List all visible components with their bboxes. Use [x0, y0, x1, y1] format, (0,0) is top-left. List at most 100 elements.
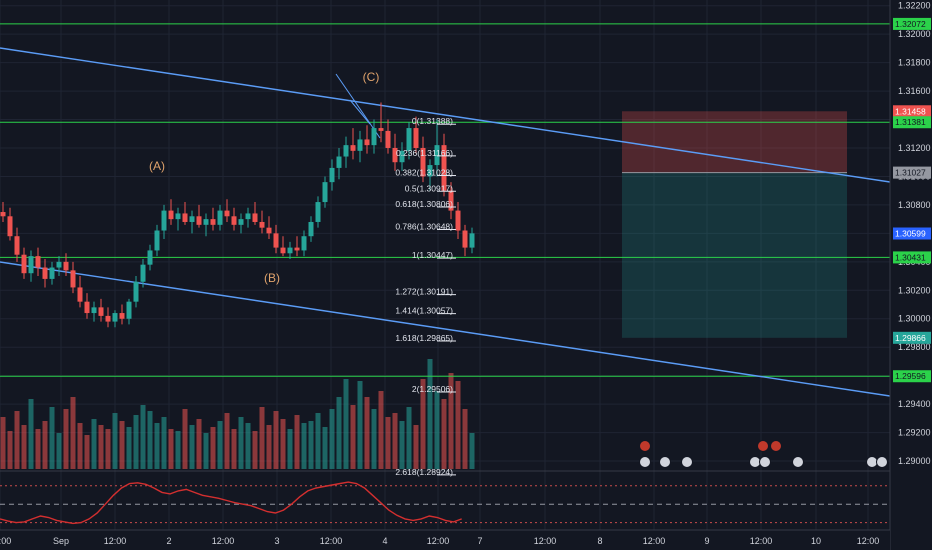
event-flag-icon[interactable]: [681, 456, 693, 468]
candle-body: [252, 213, 258, 222]
time-tick-label: 4: [382, 536, 387, 546]
candle-body: [28, 256, 34, 274]
price-tick-label: 1.30000: [898, 314, 931, 324]
time-tick-label: 12:00: [534, 536, 557, 546]
event-flag-icon[interactable]: [759, 456, 771, 468]
candle-body: [287, 247, 293, 254]
candle-body: [154, 230, 160, 251]
event-flag-icon[interactable]: [866, 456, 878, 468]
price-tag-label: 1.29596: [895, 371, 926, 381]
candle-body: [105, 315, 111, 322]
volume-bar: [182, 409, 188, 469]
volume-bar: [161, 417, 167, 469]
event-flag-icon[interactable]: [770, 440, 782, 452]
wave-label: (C): [363, 70, 380, 84]
volume-bar: [91, 419, 97, 469]
oscillator-line: [0, 481, 462, 525]
fibonacci-extension[interactable]: 0(1.31388) 0.236(1.31166) 0.382(1.31028) 0.…: [395, 116, 456, 477]
event-flag-icon[interactable]: [757, 440, 769, 452]
candle-body: [364, 139, 370, 146]
volume-bars: [0, 359, 475, 469]
price-tag: [893, 166, 931, 179]
target-zone[interactable]: [622, 172, 847, 338]
candle-body: [329, 167, 335, 183]
channel-lower-line[interactable]: [0, 261, 891, 397]
fib-level-label: 0.618(1.30806): [395, 199, 453, 209]
candle-body: [434, 145, 440, 166]
price-tag: [893, 105, 931, 118]
volume-bar: [413, 425, 419, 469]
volume-bar: [399, 421, 405, 469]
candle-body: [0, 212, 6, 217]
candle-body: [175, 213, 181, 220]
candle-body: [70, 270, 76, 288]
time-tick-label: 12:00: [212, 536, 235, 546]
price-tick-label: 1.32200: [898, 1, 931, 11]
candle-body: [343, 145, 349, 157]
candle-body: [14, 236, 20, 255]
candle-body: [35, 256, 41, 268]
volume-bar: [210, 427, 216, 469]
position-tool[interactable]: [622, 111, 847, 338]
candle-body: [98, 307, 104, 316]
candle-body: [441, 145, 447, 191]
event-flag-icon[interactable]: [876, 456, 888, 468]
volume-bar: [168, 429, 174, 469]
volume-bar: [441, 399, 447, 469]
channel-upper-line[interactable]: [0, 47, 891, 183]
time-tick-label: Sep: [53, 536, 69, 546]
volume-bar: [385, 417, 391, 469]
volume-bar: [0, 417, 6, 469]
fib-level-label: 1.414(1.30057): [395, 306, 453, 316]
volume-bar: [406, 407, 412, 469]
time-axis-bg: [0, 530, 890, 550]
candle-body: [294, 247, 300, 251]
volume-bar: [231, 429, 237, 469]
wave-c-line-inner[interactable]: [349, 99, 371, 125]
volume-bar: [252, 431, 258, 469]
volume-bar: [35, 429, 41, 469]
candle-body: [469, 233, 475, 248]
time-tick-label: 12:00: [750, 536, 773, 546]
candle-body: [350, 145, 356, 151]
volume-bar: [98, 425, 104, 469]
candle-body: [259, 221, 265, 228]
candle-body: [126, 301, 132, 319]
candle-body: [49, 267, 55, 279]
candle-body: [7, 216, 13, 237]
price-axis[interactable]: 1.322001.320001.318001.316001.314001.312…: [889, 0, 932, 550]
candle-body: [217, 210, 223, 225]
volume-bar: [238, 417, 244, 469]
event-flag-icon[interactable]: [659, 456, 671, 468]
wave-c-line[interactable]: [335, 73, 381, 139]
stop-zone[interactable]: [622, 111, 847, 173]
volume-bar: [322, 427, 328, 469]
price-tag-label: 1.32072: [895, 19, 926, 29]
event-flag-icon[interactable]: [792, 456, 804, 468]
time-tick-label: 9: [704, 536, 709, 546]
candle-body: [427, 165, 433, 177]
fib-level-label: 0.382(1.31028): [395, 167, 453, 177]
volume-bar: [371, 409, 377, 469]
time-axis[interactable]: 12:00 Sep 12:00 2 12:00 3 12:00 4 12:00 7 12:00 8 12…: [0, 529, 890, 550]
event-flag-icon[interactable]: [639, 456, 651, 468]
price-tick-label: 1.29000: [898, 456, 931, 466]
price-tag-label: 1.31381: [895, 117, 926, 127]
candle-body: [413, 128, 419, 148]
time-tick-label: 12:00: [0, 536, 11, 546]
economic-events[interactable]: [639, 440, 888, 468]
volume-bar: [434, 391, 440, 469]
candle-body: [378, 128, 384, 131]
price-tick-label: 1.31600: [898, 86, 931, 96]
event-flag-icon[interactable]: [639, 440, 651, 452]
volume-bar: [84, 435, 90, 469]
price-tick-label: 1.29800: [898, 342, 931, 352]
price-tag: [893, 17, 931, 30]
trend-channel[interactable]: [0, 47, 891, 397]
event-flag-icon[interactable]: [749, 456, 761, 468]
time-tick-label: 12:00: [104, 536, 127, 546]
volume-bar: [455, 381, 461, 469]
candle-body: [315, 202, 321, 222]
candle-body: [238, 219, 244, 225]
